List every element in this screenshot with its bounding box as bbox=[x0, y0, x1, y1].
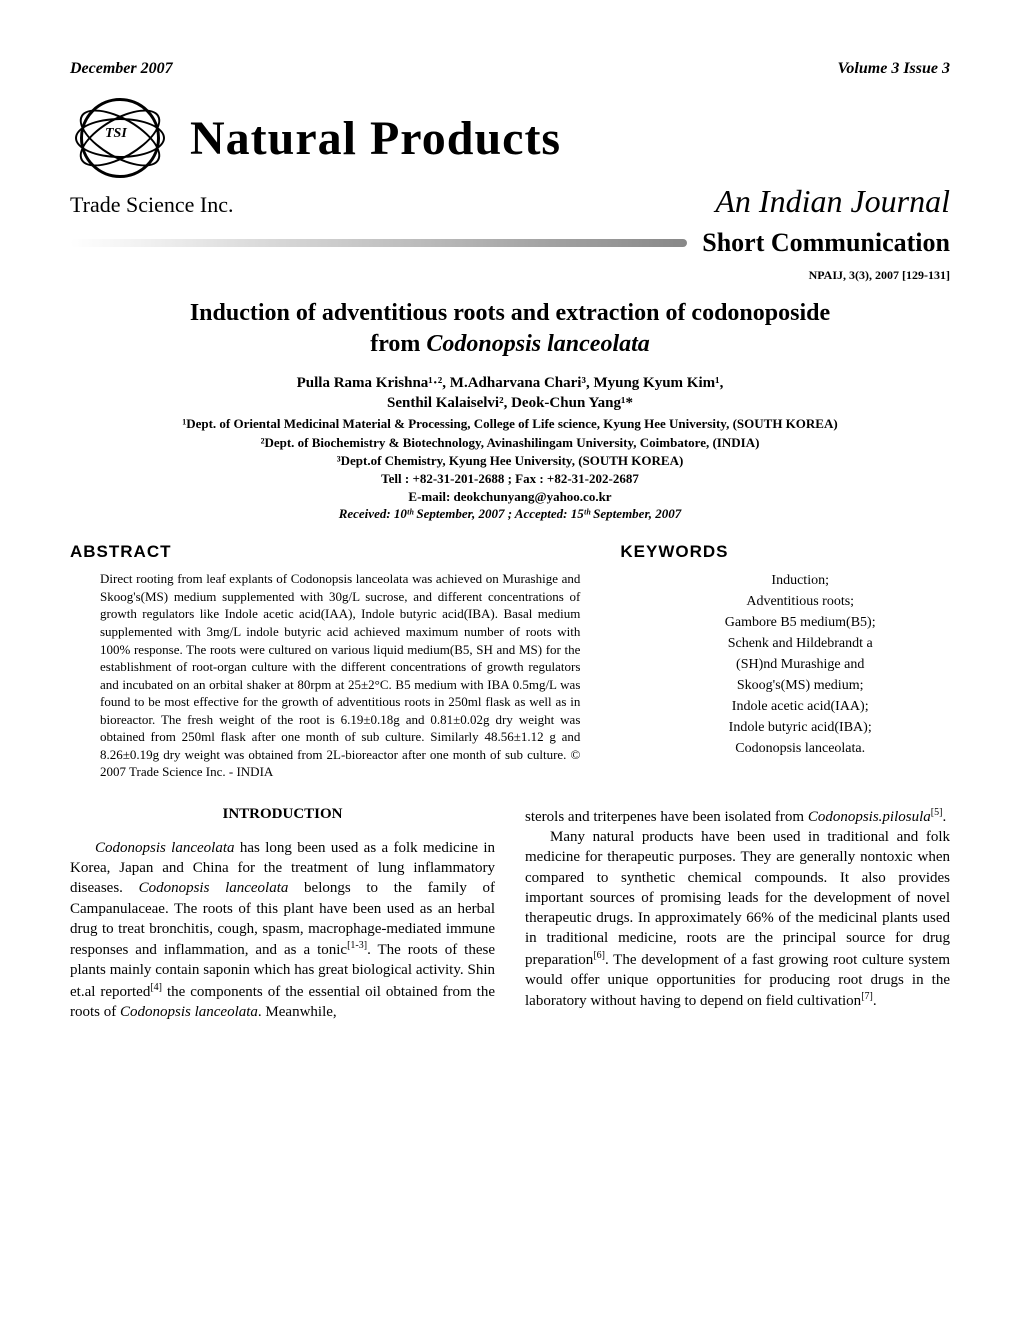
affiliation-2: ²Dept. of Biochemistry & Biotechnology, … bbox=[70, 434, 950, 452]
abstract-heading: ABSTRACT bbox=[70, 542, 580, 562]
keywords-heading: KEYWORDS bbox=[620, 542, 950, 562]
journal-title: Natural Products bbox=[190, 111, 561, 166]
affiliation-3: ³Dept.of Chemistry, Kyung Hee University… bbox=[70, 452, 950, 470]
divider-row: Short Communication bbox=[70, 228, 950, 258]
introduction-heading: INTRODUCTION bbox=[70, 806, 495, 823]
right-column: sterols and triterpenes have been isolat… bbox=[525, 806, 950, 1022]
telephone: Tell : +82-31-201-2688 ; Fax : +82-31-20… bbox=[70, 470, 950, 488]
header-row: December 2007 Volume 3 Issue 3 bbox=[70, 60, 950, 78]
authors-line2: Senthil Kalaiselvi², Deok-Chun Yang¹* bbox=[70, 395, 950, 412]
article-title: Induction of adventitious roots and extr… bbox=[70, 298, 950, 360]
title-line1: Induction of adventitious roots and extr… bbox=[190, 300, 830, 326]
logo-title-row: TSI Natural Products bbox=[70, 88, 950, 188]
trade-science-text: Trade Science Inc. bbox=[70, 192, 234, 218]
authors-line1: Pulla Rama Krishna¹·², M.Adharvana Chari… bbox=[70, 375, 950, 392]
divider-line bbox=[70, 239, 687, 247]
received-accepted: Received: 10ᵗʰ September, 2007 ; Accepte… bbox=[70, 506, 950, 522]
subtitle-row: Trade Science Inc. An Indian Journal bbox=[70, 183, 950, 220]
keywords-column: KEYWORDS Induction; Adventitious roots; … bbox=[620, 542, 950, 781]
abstract-keywords-row: ABSTRACT Direct rooting from leaf explan… bbox=[70, 542, 950, 781]
body-columns: INTRODUCTION Codonopsis lanceolata has l… bbox=[70, 806, 950, 1022]
abstract-text: Direct rooting from leaf explants of Cod… bbox=[70, 570, 580, 781]
affiliation-1: ¹Dept. of Oriental Medicinal Material & … bbox=[70, 415, 950, 433]
logo-icon: TSI bbox=[70, 88, 170, 188]
volume-text: Volume 3 Issue 3 bbox=[838, 60, 950, 78]
keywords-text: Induction; Adventitious roots; Gambore B… bbox=[620, 570, 950, 759]
intro-para3: Many natural products have been used in … bbox=[525, 827, 950, 1011]
title-line2: from Codonopsis lanceolata bbox=[370, 331, 650, 357]
intro-para2: sterols and triterpenes have been isolat… bbox=[525, 806, 950, 827]
email: E-mail: deokchunyang@yahoo.co.kr bbox=[70, 488, 950, 506]
left-column: INTRODUCTION Codonopsis lanceolata has l… bbox=[70, 806, 495, 1022]
indian-journal-text: An Indian Journal bbox=[715, 183, 950, 220]
abstract-column: ABSTRACT Direct rooting from leaf explan… bbox=[70, 542, 580, 781]
date-text: December 2007 bbox=[70, 60, 173, 78]
citation-text: NPAIJ, 3(3), 2007 [129-131] bbox=[70, 268, 950, 283]
short-communication-label: Short Communication bbox=[702, 228, 950, 258]
logo-tsi-text: TSI bbox=[105, 126, 127, 142]
intro-para1: Codonopsis lanceolata has long been used… bbox=[70, 838, 495, 1022]
